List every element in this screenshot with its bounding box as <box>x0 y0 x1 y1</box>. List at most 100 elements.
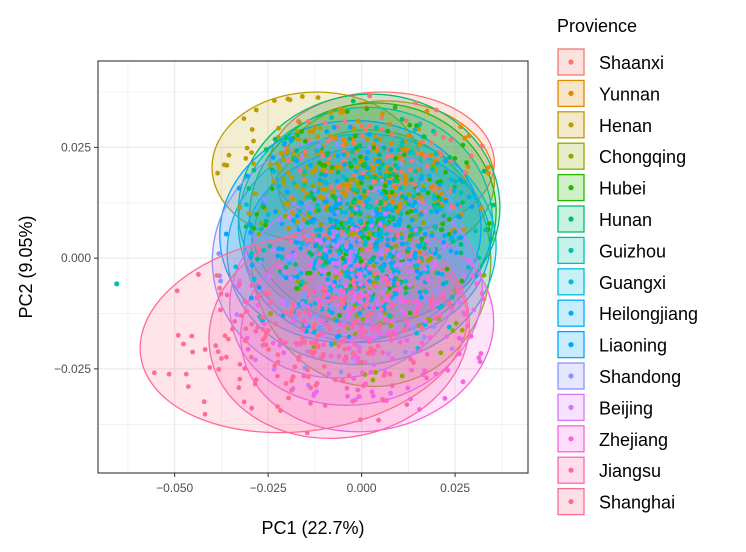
data-point <box>428 335 433 340</box>
data-point <box>374 199 380 205</box>
data-point <box>295 240 300 245</box>
data-point <box>276 246 281 252</box>
legend-item-jiangsu: Jiangsu <box>557 456 661 484</box>
data-point <box>385 237 391 243</box>
legend-key-point <box>568 247 574 253</box>
panel-border <box>97 60 529 474</box>
data-point <box>329 115 334 120</box>
data-point <box>280 313 286 318</box>
data-point <box>337 270 342 276</box>
data-point <box>377 171 383 176</box>
data-point <box>372 174 378 180</box>
data-point <box>242 366 248 371</box>
data-point <box>351 277 357 283</box>
data-point <box>355 182 360 188</box>
data-point <box>383 190 389 195</box>
data-point <box>388 166 393 172</box>
data-point <box>337 321 342 327</box>
legend-key-point <box>568 185 574 191</box>
data-point <box>420 372 426 378</box>
data-point <box>384 231 389 237</box>
data-point <box>325 312 331 318</box>
data-point <box>379 178 385 183</box>
data-point <box>237 361 243 367</box>
data-point <box>432 251 438 256</box>
data-point <box>452 184 457 190</box>
data-point <box>349 208 355 214</box>
data-point <box>408 269 414 275</box>
data-point <box>364 318 370 324</box>
data-point <box>404 338 410 343</box>
data-point <box>429 184 435 190</box>
data-point <box>344 177 350 183</box>
data-point <box>291 318 296 324</box>
data-point <box>418 212 424 217</box>
legend-key-point <box>568 467 574 473</box>
data-point <box>371 141 377 147</box>
data-point <box>292 364 298 370</box>
data-point <box>471 307 477 313</box>
legend-label: Jiangsu <box>599 461 661 481</box>
data-point <box>358 332 364 338</box>
data-point <box>337 200 343 206</box>
data-point <box>342 357 347 363</box>
data-point <box>249 283 255 288</box>
data-point <box>373 370 378 375</box>
data-point <box>248 230 254 235</box>
data-point <box>405 293 411 299</box>
data-point <box>320 167 325 173</box>
data-point <box>373 283 379 289</box>
data-point <box>370 212 376 217</box>
data-point <box>450 205 456 210</box>
data-point <box>278 150 284 156</box>
x-tick-label: −0.025 <box>250 481 287 495</box>
data-point <box>306 118 311 124</box>
data-point <box>444 266 450 272</box>
data-point <box>359 324 364 330</box>
data-point <box>486 221 492 227</box>
legend-label: Hunan <box>599 210 652 230</box>
data-point <box>399 139 405 145</box>
data-point <box>402 152 407 158</box>
data-point <box>457 351 462 357</box>
legend-item-chongqing: Chongqing <box>557 142 686 170</box>
data-point <box>335 209 340 215</box>
data-point <box>474 281 480 287</box>
data-point <box>389 261 395 267</box>
data-point <box>284 302 290 308</box>
data-point <box>317 258 322 264</box>
data-point <box>433 315 439 321</box>
data-point <box>342 162 347 168</box>
data-point <box>356 255 362 261</box>
data-point <box>417 226 423 232</box>
data-point <box>369 295 375 301</box>
data-point <box>420 220 426 226</box>
data-point <box>453 179 458 184</box>
data-point <box>408 396 413 402</box>
data-point <box>335 142 340 147</box>
data-point <box>449 305 454 310</box>
data-point <box>281 157 287 163</box>
data-point <box>175 332 181 338</box>
data-point <box>432 260 438 266</box>
data-point <box>353 206 359 212</box>
data-point <box>323 180 329 186</box>
data-point <box>476 355 482 361</box>
data-point <box>433 107 439 113</box>
data-point <box>342 234 348 239</box>
data-point <box>389 207 394 212</box>
data-point <box>413 208 418 214</box>
data-point <box>379 115 384 121</box>
data-point <box>446 324 452 330</box>
data-point <box>415 188 421 193</box>
data-point <box>275 404 280 409</box>
data-point <box>459 327 465 333</box>
data-point <box>348 249 354 255</box>
data-point <box>481 168 487 174</box>
data-point <box>216 251 222 256</box>
legend-item-hubei: Hubei <box>557 173 646 202</box>
data-point <box>310 217 316 222</box>
data-point <box>342 264 348 269</box>
data-point <box>266 347 271 352</box>
data-point <box>237 278 242 284</box>
